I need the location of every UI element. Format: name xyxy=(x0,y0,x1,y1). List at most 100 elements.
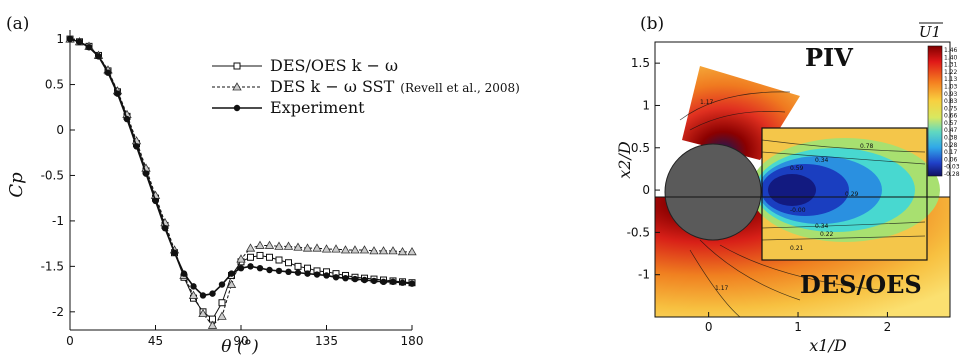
colorbar-tick-label: 0.83 xyxy=(944,98,958,105)
data-point xyxy=(171,249,178,256)
data-point xyxy=(217,311,227,320)
data-point xyxy=(359,245,370,254)
data-point xyxy=(245,243,256,252)
data-point xyxy=(228,270,235,277)
panel-b-frame xyxy=(654,41,951,318)
data-point xyxy=(66,35,74,43)
colorbar-title: U1 xyxy=(919,23,941,41)
y-tick-label: 0.5 xyxy=(45,78,64,92)
y-tick-label: 0 xyxy=(642,183,650,197)
colorbar-labels: 1.461.401.311.221.131.030.930.830.750.66… xyxy=(944,47,960,178)
y-tick-label: -1 xyxy=(638,268,650,282)
data-point xyxy=(294,269,302,276)
data-point xyxy=(275,267,283,275)
panel-a: (a) Cp θ (°) 0 45 90 135 180 1 0.5 0 -0.5 -1 -1.5 -… xyxy=(6,14,520,356)
y-tick-label: 0 xyxy=(56,123,64,137)
series-circle xyxy=(66,35,416,299)
data-point xyxy=(226,279,237,288)
data-point xyxy=(95,53,102,60)
legend-entry: DES/OES k − ω xyxy=(212,56,398,75)
data-point xyxy=(256,251,264,259)
data-point xyxy=(369,246,379,255)
data-point xyxy=(304,264,311,272)
colorbar-tick-label: 0.93 xyxy=(944,91,958,98)
panel-b-contour-labels: 0.78 0.59 0.29 -0.00 1.17 0.34 0.34 1.17 0.22 0.2… xyxy=(700,99,874,292)
legend-label: DES k − ω SST (Revell et al., 2008) xyxy=(270,77,520,96)
colorbar-tick-label: 1.22 xyxy=(944,69,958,76)
colorbar-tick-label: -0.28 xyxy=(944,171,960,178)
x-tick-label: 2 xyxy=(884,320,892,334)
panel-b-label: (b) xyxy=(640,14,664,34)
data-point xyxy=(85,44,93,51)
panel-a-xlabel: θ (°) xyxy=(221,337,258,356)
y-tick-label: -1.5 xyxy=(41,259,64,273)
y-tick-label: -0.5 xyxy=(41,168,64,182)
data-point xyxy=(198,308,208,318)
data-point xyxy=(304,270,311,277)
colorbar-tick-label: 0.75 xyxy=(944,105,958,112)
panel-a-label: (a) xyxy=(6,14,29,34)
x-tick-label: 45 xyxy=(148,334,163,348)
contour-label: 1.17 xyxy=(715,285,729,292)
panel-b-ylabel: x2/D xyxy=(615,141,634,179)
data-point xyxy=(180,270,188,277)
data-point xyxy=(361,276,368,284)
panel-b-xlabel: x1/D xyxy=(809,336,847,355)
colorbar-tick-label: 0.57 xyxy=(944,120,958,127)
data-point xyxy=(237,264,245,272)
y-tick-label: 1 xyxy=(642,98,650,112)
data-point xyxy=(332,274,340,281)
data-point xyxy=(188,290,199,299)
panel-a-legend: DES/OES k − ω DES k − ω SST (Revell et al.… xyxy=(212,56,520,117)
data-point xyxy=(266,266,273,274)
data-point xyxy=(209,290,216,297)
data-point xyxy=(275,256,283,264)
contour-label: 0.29 xyxy=(845,191,859,198)
data-point xyxy=(340,245,351,254)
data-point xyxy=(264,240,275,249)
data-point xyxy=(331,244,341,253)
x-tick-label: 0 xyxy=(705,320,713,334)
y-tick-label: -1 xyxy=(52,214,64,228)
contour-label: 0.34 xyxy=(815,157,829,164)
panel-b: (b) xyxy=(615,14,960,355)
data-point xyxy=(285,268,292,276)
data-point xyxy=(313,271,321,278)
y-tick-label: -2 xyxy=(52,305,64,319)
colorbar-tick-label: 0.66 xyxy=(944,113,958,120)
contour-label: 1.17 xyxy=(700,99,714,106)
legend-marker xyxy=(232,82,242,91)
colorbar-tick-label: 1.40 xyxy=(944,54,958,61)
data-point xyxy=(378,246,389,255)
contour-label: 0.59 xyxy=(790,165,804,172)
panel-b-field xyxy=(655,66,950,317)
data-point xyxy=(350,245,360,254)
contour-label: 0.21 xyxy=(790,245,804,252)
legend-label: DES/OES k − ω xyxy=(270,56,398,75)
panel-b-ticks: 0 1 2 1.5 1 0.5 0 -0.5 -1 xyxy=(627,56,892,334)
data-point xyxy=(199,292,207,299)
legend-marker xyxy=(233,104,241,112)
wake-core xyxy=(768,174,816,206)
panel-a-ticks: 0 45 90 135 180 1 0.5 0 -0.5 -1 -1.5 -2 xyxy=(41,32,424,348)
colorbar-tick-label: -0.03 xyxy=(944,164,960,171)
data-point xyxy=(76,38,83,46)
data-point xyxy=(247,263,254,270)
x-tick-label: 0 xyxy=(66,334,74,348)
contour-label: -0.00 xyxy=(790,207,806,214)
data-point xyxy=(256,264,264,272)
data-point xyxy=(152,197,159,205)
y-tick-label: 1 xyxy=(56,32,64,46)
data-point xyxy=(218,299,226,307)
data-point xyxy=(236,254,246,263)
data-point xyxy=(247,253,254,261)
colorbar-tick-label: 0.06 xyxy=(944,156,958,163)
data-point xyxy=(302,243,313,252)
data-point xyxy=(161,224,169,232)
data-point xyxy=(408,280,416,287)
data-point xyxy=(370,277,378,285)
data-point xyxy=(342,274,349,282)
x-tick-label: 180 xyxy=(401,334,424,348)
x-tick-label: 135 xyxy=(315,334,338,348)
